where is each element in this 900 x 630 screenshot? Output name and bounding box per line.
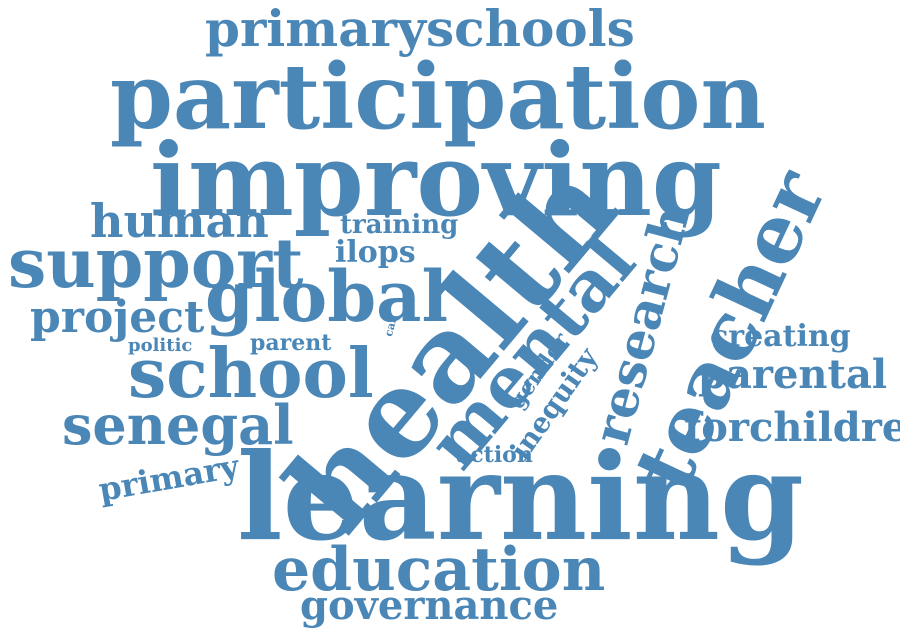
word-education: education: [272, 535, 606, 605]
word-support: support: [8, 224, 304, 304]
word-creating: creating: [710, 319, 851, 354]
word-participation: participation: [110, 44, 766, 150]
word-human: human: [90, 194, 269, 248]
word-parental: parental: [698, 351, 888, 398]
word-training: training: [340, 210, 459, 240]
word-project: project: [30, 292, 205, 343]
word-improving: improving: [150, 121, 722, 239]
word-action: action: [456, 442, 533, 468]
word-global: global: [205, 255, 449, 338]
word-school: school: [128, 334, 374, 414]
word-primary: primary: [95, 447, 242, 509]
word-politic: politic: [128, 335, 193, 356]
word-governance: governance: [300, 582, 559, 629]
word-forchildren: forchildren: [684, 404, 900, 451]
word-parent: parent: [250, 330, 332, 356]
word-primaryschools: primaryschools: [205, 0, 635, 58]
word-learning: learning: [237, 427, 804, 568]
word-ilops: ilops: [335, 235, 416, 270]
word-senegal: senegal: [62, 393, 294, 457]
